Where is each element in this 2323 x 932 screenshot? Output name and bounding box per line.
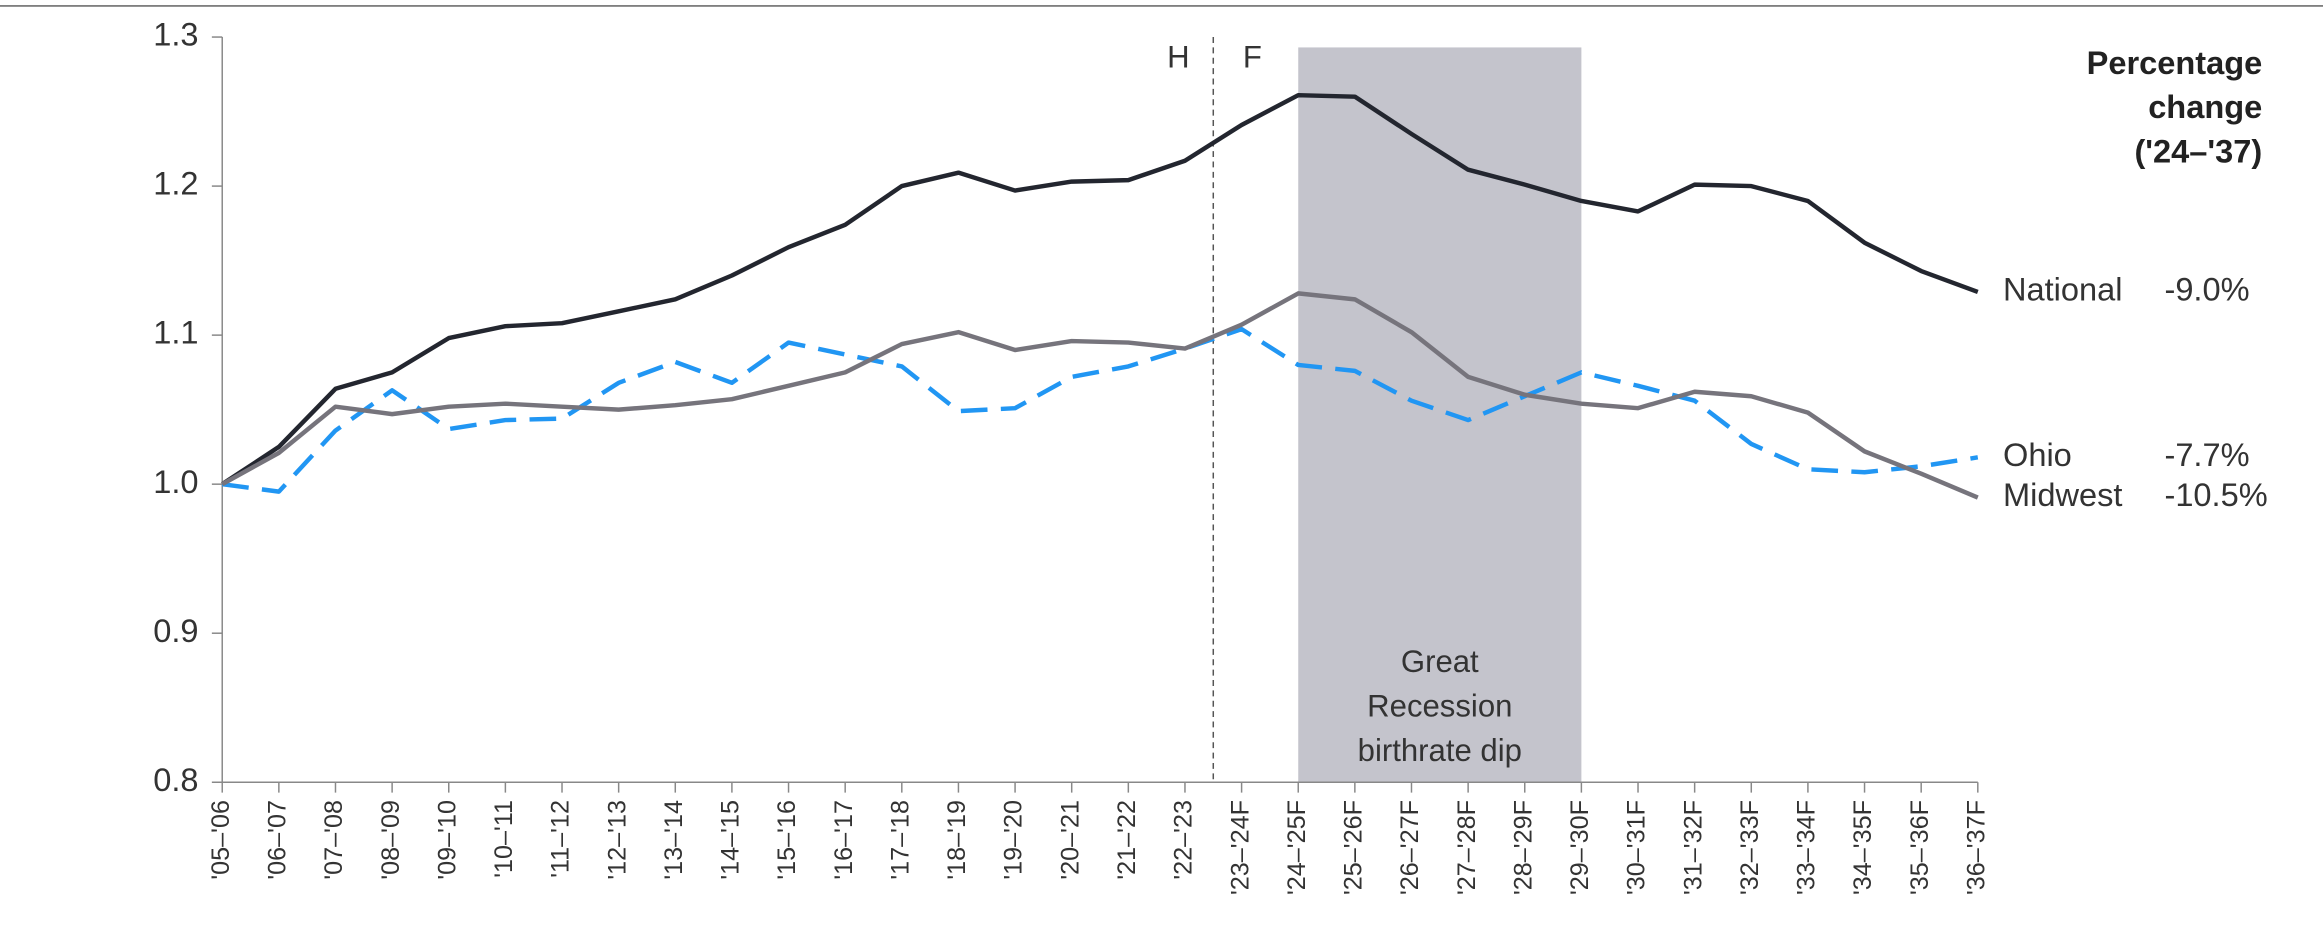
series-change: -7.7% <box>2164 436 2249 473</box>
x-tick-label: '18–'19 <box>943 800 971 880</box>
forecast-label: F <box>1243 39 1262 74</box>
x-tick-label: '23–'24F <box>1226 800 1254 895</box>
x-tick-label: '09–'10 <box>433 800 461 880</box>
x-tick-label: '07–'08 <box>320 800 348 880</box>
x-tick-label: '06–'07 <box>264 800 292 880</box>
y-tick-label: 1.1 <box>153 314 198 351</box>
x-tick-label: '35–'36F <box>1906 800 1934 895</box>
historical-label: H <box>1167 39 1189 74</box>
x-tick-label: '12–'13 <box>603 800 631 880</box>
x-tick-label: '30–'31F <box>1623 800 1651 895</box>
x-tick-label: '21–'22 <box>1113 800 1141 880</box>
x-tick-label: '25–'26F <box>1340 800 1368 895</box>
series-label: Midwest <box>2003 476 2122 513</box>
series-line <box>221 326 1979 494</box>
x-tick-label: '19–'20 <box>1000 800 1028 880</box>
x-tick-label: '27–'28F <box>1453 800 1481 895</box>
x-tick-label: '15–'16 <box>773 800 801 880</box>
legend-title: change <box>2148 88 2262 125</box>
shaded-label: Recession <box>1367 688 1512 723</box>
x-tick-label: '14–'15 <box>717 800 745 880</box>
x-tick-label: '17–'18 <box>886 800 914 880</box>
x-tick-label: '29–'30F <box>1566 800 1594 895</box>
x-tick-label: '05–'06 <box>207 800 235 880</box>
shaded-region <box>1298 47 1582 783</box>
series-line <box>221 92 1979 487</box>
legend-title: Percentage <box>2087 44 2263 81</box>
y-tick-label: 0.9 <box>153 612 198 649</box>
series-label: Ohio <box>2003 436 2072 473</box>
legend-title: ('24–'37) <box>2134 133 2262 170</box>
x-tick-label: '34–'35F <box>1849 800 1877 895</box>
y-tick-label: 0.8 <box>153 761 198 798</box>
x-tick-label: '10–'11 <box>490 800 518 878</box>
x-tick-label: '36–'37F <box>1962 800 1990 895</box>
x-tick-label: '32–'33F <box>1736 800 1764 895</box>
x-tick-label: '28–'29F <box>1509 800 1537 895</box>
x-tick-label: '24–'25F <box>1283 800 1311 895</box>
x-tick-label: '20–'21 <box>1056 800 1084 880</box>
y-tick-label: 1.3 <box>153 16 198 53</box>
y-tick-label: 1.0 <box>153 463 198 500</box>
x-tick-label: '31–'32F <box>1679 800 1707 895</box>
series-change: -10.5% <box>2164 476 2267 513</box>
shaded-label: birthrate dip <box>1358 733 1522 768</box>
shaded-label: Great <box>1401 644 1479 679</box>
x-tick-label: '08–'09 <box>377 800 405 880</box>
x-tick-label: '11–'12 <box>547 800 575 878</box>
x-tick-label: '16–'17 <box>830 800 858 880</box>
series-line <box>221 291 1979 500</box>
series-change: -9.0% <box>2164 271 2249 308</box>
x-tick-label: '22–'23 <box>1170 800 1198 880</box>
x-tick-label: '26–'27F <box>1396 800 1424 895</box>
x-tick-label: '13–'14 <box>660 800 688 880</box>
x-tick-label: '33–'34F <box>1793 800 1821 895</box>
series-label: National <box>2003 271 2123 308</box>
y-tick-label: 1.2 <box>153 165 198 202</box>
